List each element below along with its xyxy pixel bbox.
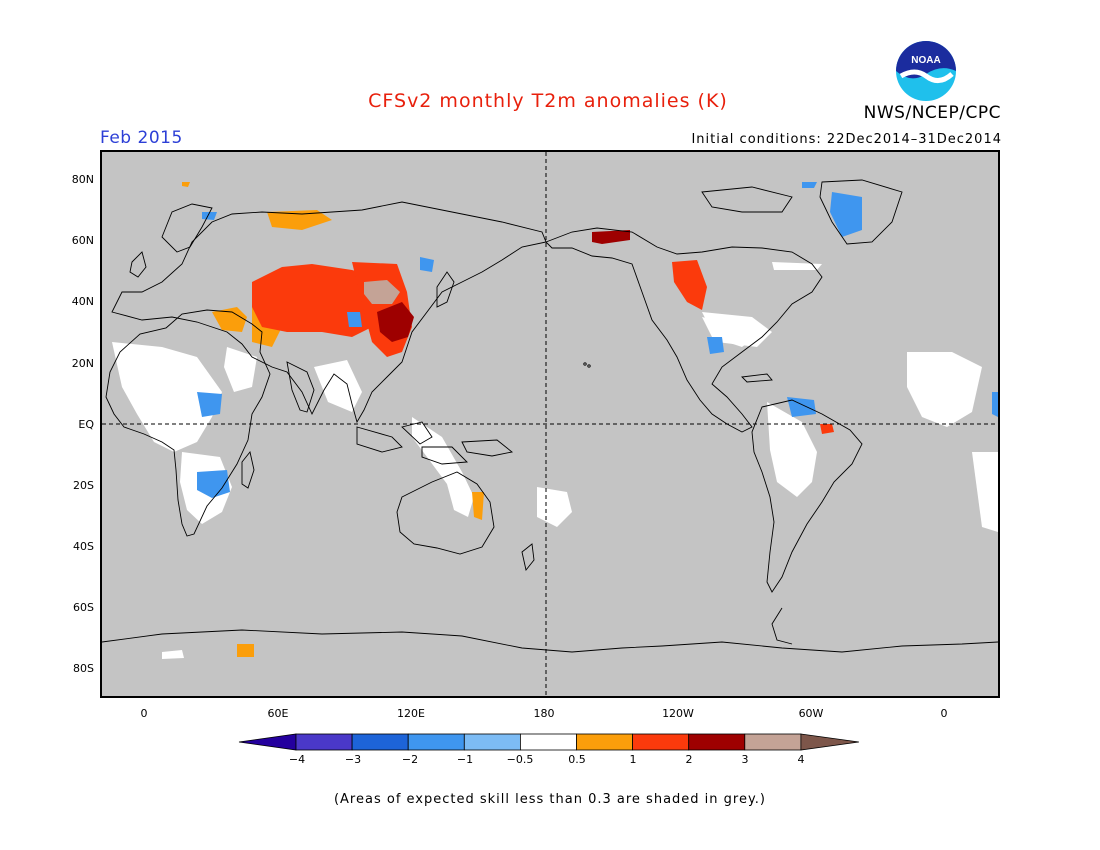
lat-label-40s: 40S [73,540,94,553]
colorbar-high-arrow [800,733,859,751]
logo-text: NOAA [911,55,940,66]
lon-label-60w: 60W [798,707,824,720]
anomaly-shading [112,182,998,659]
colorbar-swatch [519,733,577,751]
map-panel [100,150,1000,698]
lat-label-80s: 80S [73,662,94,675]
colorbar-tick-label: 1 [629,753,637,766]
colorbar-swatch [295,733,353,751]
colorbar-low-arrow [238,733,297,751]
colorbar-tick-label: −4 [288,753,306,766]
valid-month: Feb 2015 [100,128,183,148]
colorbar-swatch [463,733,521,751]
chart-title: CFSv2 monthly T2m anomalies (K) [368,90,728,112]
lon-label-180: 180 [533,707,555,720]
lat-label-40n: 40N [71,295,94,308]
colorbar-swatch [407,733,465,751]
lon-label-120w: 120W [662,707,694,720]
colorbar-swatch [744,733,802,751]
agency-label: NWS/NCEP/CPC [863,103,1001,123]
colorbar-swatch [576,733,633,751]
colorbar [238,733,859,751]
lat-label-60s: 60S [73,601,94,614]
lon-label-120e: 120E [397,707,425,720]
lat-label-60n: 60N [71,234,94,247]
colorbar-swatch [688,733,746,751]
colorbar-tick-label: −3 [344,753,362,766]
colorbar-swatch [351,733,409,751]
colorbar-tick-label: 0.5 [568,753,586,766]
noaa-logo: NOAA [895,40,957,102]
lon-label-0: 0 [140,707,148,720]
map-svg [102,152,998,696]
lat-label-80n: 80N [71,173,94,186]
skill-footnote: (Areas of expected skill less than 0.3 a… [333,792,767,807]
colorbar-tick-label: −0.5 [506,753,534,766]
lat-label-20n: 20N [71,357,94,370]
coastlines [102,179,998,653]
lon-label-0-right: 0 [940,707,948,720]
lat-label-eq: EQ [78,418,94,431]
initial-conditions: Initial conditions: 22Dec2014–31Dec2014 [691,132,1002,147]
colorbar-tick-label: 4 [797,753,805,766]
colorbar-tick-label: 3 [741,753,749,766]
colorbar-tick-label: −2 [401,753,419,766]
lon-label-60e: 60E [267,707,289,720]
colorbar-swatch [632,733,690,751]
lat-label-20s: 20S [73,479,94,492]
colorbar-tick-label: 2 [685,753,693,766]
colorbar-tick-label: −1 [456,753,474,766]
